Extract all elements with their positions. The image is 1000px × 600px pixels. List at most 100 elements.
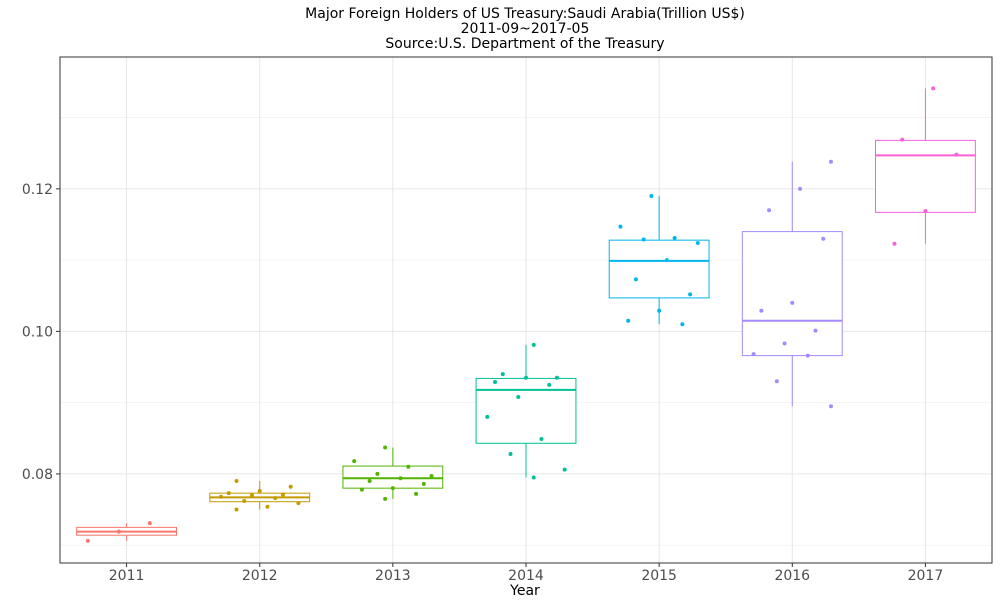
x-tick-label: 2016 [774, 568, 810, 584]
data-point-2015 [680, 322, 685, 327]
box-iqr [741, 231, 843, 357]
data-point-2013 [383, 445, 388, 450]
data-point-2013 [359, 487, 364, 492]
data-point-2015 [618, 224, 623, 229]
box-2015 [608, 195, 710, 325]
box-iqr [608, 239, 710, 299]
title-line-1: Major Foreign Holders of US Treasury:Sau… [305, 6, 745, 22]
data-point-2014 [547, 382, 552, 387]
data-point-2015 [672, 236, 677, 241]
data-point-2016 [805, 353, 810, 358]
chart-title: Major Foreign Holders of US Treasury:Sau… [305, 6, 745, 52]
box-iqr [342, 465, 444, 489]
data-point-2011 [147, 521, 152, 526]
box-series [76, 88, 976, 541]
data-point-2013 [421, 481, 426, 486]
data-point-2017 [931, 86, 936, 91]
data-point-2014 [500, 372, 505, 377]
box-2017 [875, 88, 976, 244]
box-2014 [475, 344, 577, 478]
data-point-2016 [813, 328, 818, 333]
data-point-2013 [383, 496, 388, 501]
data-point-2017 [923, 208, 928, 213]
data-point-2015 [649, 193, 654, 198]
data-point-2014 [508, 451, 513, 456]
x-tick-label: 2014 [508, 568, 544, 584]
data-point-2016 [767, 208, 772, 213]
data-point-2017 [954, 152, 959, 157]
data-point-2017 [892, 241, 897, 246]
gridlines [60, 57, 992, 563]
data-point-2012 [288, 484, 293, 489]
data-point-2012 [265, 504, 270, 509]
data-point-2015 [626, 318, 631, 323]
data-point-2012 [234, 479, 239, 484]
data-point-2012 [280, 492, 285, 497]
data-point-2011 [116, 529, 121, 534]
jitter-points [85, 86, 959, 543]
data-point-2013 [398, 476, 403, 481]
data-point-2015 [664, 258, 669, 263]
data-point-2012 [257, 489, 262, 494]
x-tick-label: 2011 [109, 568, 145, 584]
data-point-2016 [828, 159, 833, 164]
x-axis-ticks: 2011 2012 2013 2014 2015 2016 2017 [109, 563, 943, 584]
data-point-2014 [554, 375, 559, 380]
data-point-2012 [242, 498, 247, 503]
data-point-2014 [516, 394, 521, 399]
y-axis-ticks: 0.08 0.10 0.12 [22, 182, 60, 483]
title-line-3: Source:U.S. Department of the Treasury [385, 36, 664, 52]
title-line-2: 2011-09~2017-05 [461, 21, 590, 37]
data-point-2015 [633, 277, 638, 282]
x-tick-label: 2013 [375, 568, 411, 584]
data-point-2012 [273, 496, 278, 501]
data-point-2016 [759, 308, 764, 313]
data-point-2014 [531, 475, 536, 480]
data-point-2013 [352, 459, 357, 464]
data-point-2012 [219, 494, 224, 499]
data-point-2012 [234, 507, 239, 512]
data-point-2014 [539, 436, 544, 441]
data-point-2012 [296, 501, 301, 506]
data-point-2014 [524, 375, 528, 380]
data-point-2016 [782, 341, 787, 346]
data-point-2013 [406, 464, 411, 469]
box-2012 [209, 481, 311, 510]
data-point-2011 [85, 538, 90, 543]
data-point-2013 [390, 486, 395, 491]
box-iqr [475, 377, 577, 444]
data-point-2016 [774, 379, 779, 384]
data-point-2013 [429, 474, 434, 479]
data-point-2014 [562, 467, 567, 472]
data-point-2013 [375, 471, 380, 476]
data-point-2016 [798, 186, 803, 191]
x-tick-label: 2012 [242, 568, 278, 584]
data-point-2015 [641, 237, 646, 242]
data-point-2016 [828, 404, 833, 409]
y-tick-label: 0.12 [22, 182, 53, 198]
data-point-2013 [414, 491, 419, 496]
box-2013 [342, 447, 444, 499]
data-point-2014 [493, 379, 498, 384]
y-tick-label: 0.10 [22, 324, 53, 340]
data-point-2012 [249, 493, 254, 498]
data-point-2015 [688, 292, 693, 297]
data-point-2013 [367, 479, 372, 484]
data-point-2014 [485, 414, 490, 419]
data-point-2015 [657, 308, 662, 313]
x-tick-label: 2015 [641, 568, 677, 584]
data-point-2015 [695, 241, 700, 246]
data-point-2017 [900, 137, 905, 142]
x-axis-title: Year [509, 583, 540, 599]
data-point-2016 [821, 236, 826, 241]
data-point-2016 [751, 352, 756, 357]
data-point-2016 [790, 300, 795, 305]
y-tick-label: 0.08 [22, 467, 53, 483]
box-2016 [741, 161, 843, 407]
box-iqr [875, 139, 976, 213]
box-2011 [76, 523, 177, 541]
x-tick-label: 2017 [908, 568, 944, 584]
data-point-2014 [531, 342, 536, 347]
data-point-2012 [226, 491, 231, 496]
